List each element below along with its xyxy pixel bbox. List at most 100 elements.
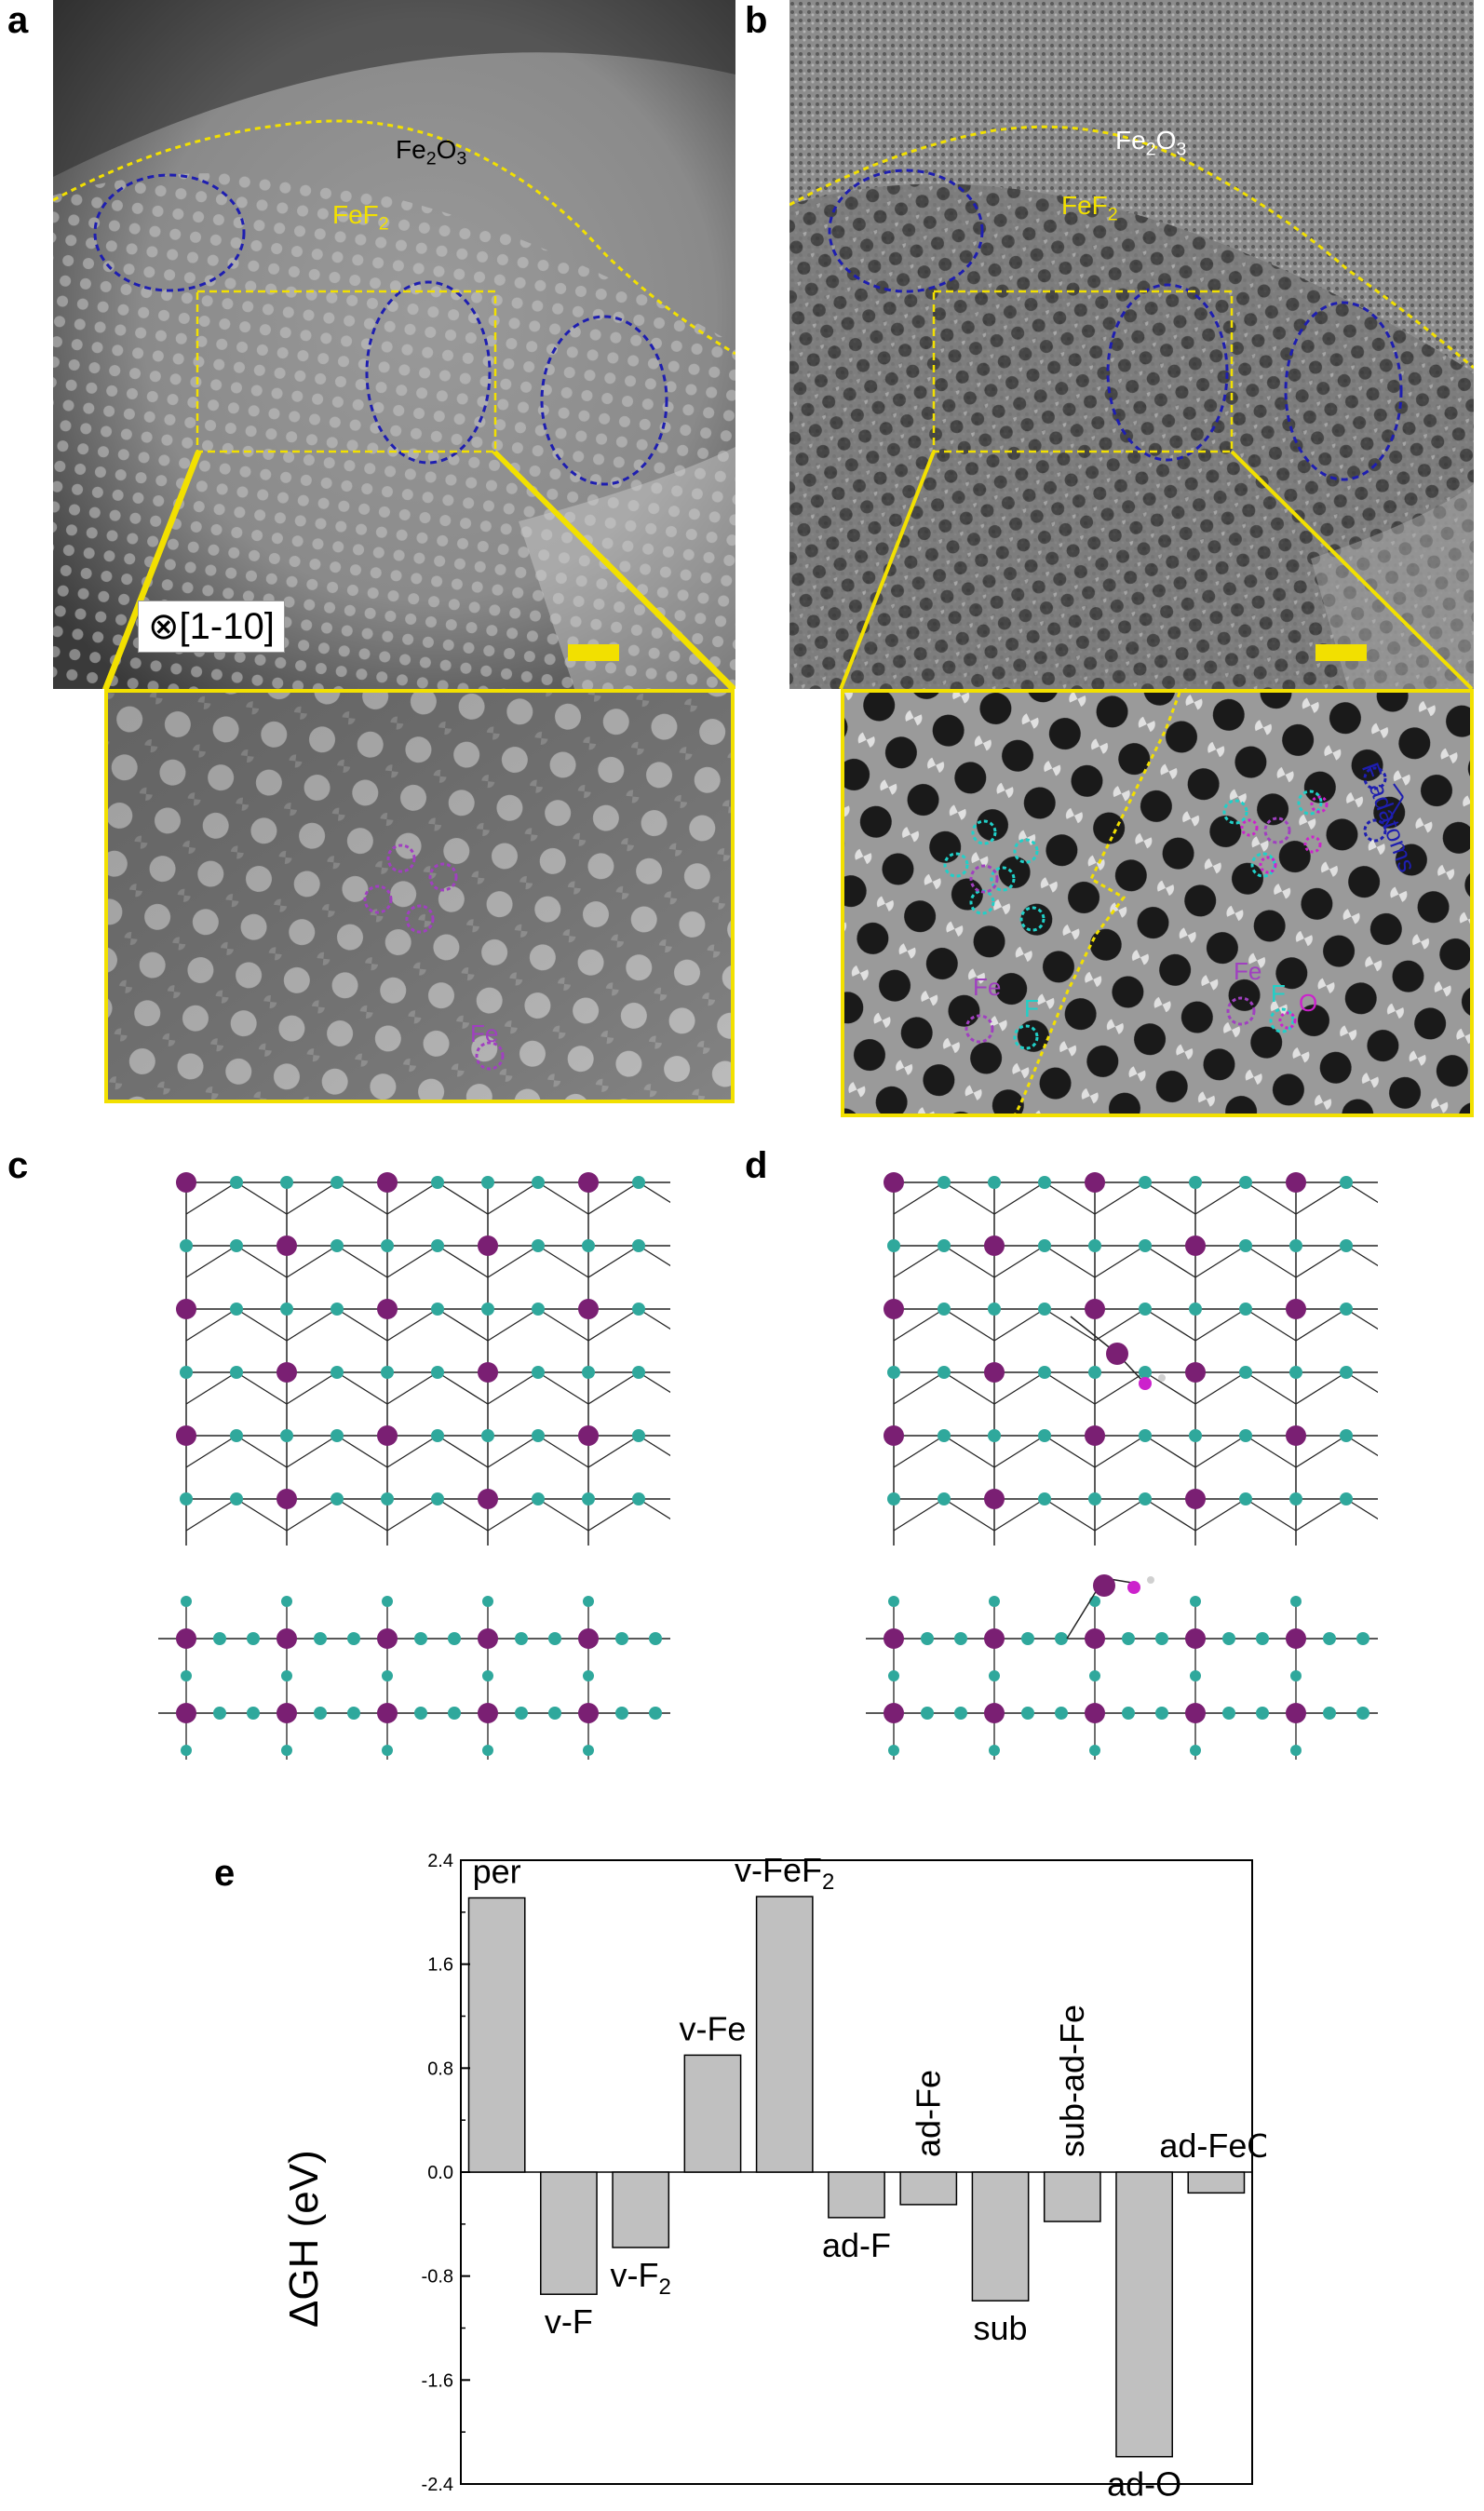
f-atom xyxy=(1222,1707,1235,1720)
f-atom xyxy=(1189,1303,1202,1316)
hrtem-micrograph-b xyxy=(789,0,1474,689)
f-atom xyxy=(1340,1429,1353,1442)
inset-b xyxy=(841,689,1474,1117)
fe-atom xyxy=(578,1299,599,1319)
f-atom xyxy=(1088,1492,1101,1505)
fe-atom xyxy=(1085,1425,1105,1446)
fe-atom xyxy=(1286,1299,1306,1319)
f-atom xyxy=(887,1239,900,1252)
f-atom xyxy=(1038,1303,1051,1316)
fe-atom xyxy=(578,1703,599,1723)
f-atom xyxy=(1122,1707,1135,1720)
inset-b-fe-label-left: Fe xyxy=(973,973,1002,1001)
f-atom xyxy=(1038,1366,1051,1379)
f-atom xyxy=(938,1303,951,1316)
bar-label-v-F2: v-F2 xyxy=(611,2256,671,2300)
f-atom xyxy=(1239,1303,1252,1316)
f-atom xyxy=(180,1239,193,1252)
f-atom xyxy=(1055,1632,1068,1645)
f-atom xyxy=(532,1429,545,1442)
panel-letter-c: c xyxy=(7,1145,29,1186)
fe-atom xyxy=(1286,1425,1306,1446)
f-atom xyxy=(954,1632,967,1645)
f-atom xyxy=(331,1366,344,1379)
fe-atom xyxy=(1085,1172,1105,1193)
f-atom xyxy=(938,1176,951,1189)
fe-atom xyxy=(1185,1235,1206,1256)
f-atom xyxy=(532,1492,545,1505)
inset-b-f-label-right: F xyxy=(1271,979,1286,1007)
f-atom xyxy=(1139,1429,1152,1442)
f-atom xyxy=(1340,1366,1353,1379)
fe-atom xyxy=(176,1628,196,1649)
fe-atom xyxy=(884,1425,904,1446)
fe-atom xyxy=(478,1235,498,1256)
f-atom xyxy=(1139,1239,1152,1252)
f-atom xyxy=(1122,1632,1135,1645)
f-atom xyxy=(582,1492,595,1505)
fe-atom xyxy=(578,1628,599,1649)
f-atom xyxy=(1038,1492,1051,1505)
fe-atom xyxy=(377,1425,398,1446)
fe-atom xyxy=(984,1703,1005,1723)
fe-atom xyxy=(884,1703,904,1723)
f-atom xyxy=(1155,1707,1168,1720)
f-atom xyxy=(532,1303,545,1316)
f-atom xyxy=(1189,1429,1202,1442)
bar-chart-e: 2.4 1.6 0.8 0.0 -0.8 -1.6 -2.4 per v-F v-F2 v-Fe v… xyxy=(422,1853,1266,2504)
f-atom xyxy=(938,1492,951,1505)
fe-atom xyxy=(1286,1703,1306,1723)
fe-atom xyxy=(277,1628,297,1649)
inset-a-fe-label: Fe xyxy=(470,1019,499,1047)
micrograph-a-overlays xyxy=(53,119,735,689)
f-atom xyxy=(1139,1176,1152,1189)
fe-atom xyxy=(277,1489,297,1509)
f-atom xyxy=(1256,1632,1269,1645)
f-atom xyxy=(1356,1707,1369,1720)
f-atom xyxy=(331,1176,344,1189)
fe-atom xyxy=(377,1299,398,1319)
f-atom xyxy=(532,1176,545,1189)
adsorbate-fe-atom xyxy=(1106,1343,1128,1365)
f-atom xyxy=(1239,1366,1252,1379)
f-atom xyxy=(887,1492,900,1505)
f-atom xyxy=(1256,1707,1269,1720)
f-atom xyxy=(431,1176,444,1189)
f-atom xyxy=(1139,1366,1152,1379)
f-atom xyxy=(1055,1707,1068,1720)
f-atom xyxy=(280,1303,293,1316)
chart-ylabel: ΔGH (eV) xyxy=(281,2150,327,2328)
f-atom xyxy=(1323,1632,1336,1645)
y-tick-label: 0.8 xyxy=(427,2059,453,2079)
f-atom xyxy=(515,1632,528,1645)
fe-atom xyxy=(984,1235,1005,1256)
fe-atom xyxy=(1085,1703,1105,1723)
fe-atom xyxy=(884,1628,904,1649)
fe-atom xyxy=(1185,1362,1206,1383)
f-atom xyxy=(988,1176,1001,1189)
f-atom xyxy=(180,1492,193,1505)
f-atom xyxy=(448,1707,461,1720)
f-atom xyxy=(1038,1429,1051,1442)
bar-v-F2 xyxy=(612,2171,670,2248)
f-atom xyxy=(314,1632,327,1645)
f-atom xyxy=(515,1707,528,1720)
bar-label-ad-Fe: ad-Fe xyxy=(909,2070,947,2157)
fe-atom xyxy=(176,1425,196,1446)
f-atom xyxy=(1021,1707,1034,1720)
micrograph-b-overlays xyxy=(789,125,1474,689)
inset-b-fe-label-right: Fe xyxy=(1234,957,1262,985)
f-atom xyxy=(1356,1632,1369,1645)
f-atom xyxy=(632,1492,645,1505)
f-atom xyxy=(548,1707,561,1720)
f-atom xyxy=(448,1632,461,1645)
f-atom xyxy=(649,1707,662,1720)
fe-atom xyxy=(1085,1299,1105,1319)
f-atom xyxy=(988,1429,1001,1442)
phase-label-fe2o3-b: Fe2O3 xyxy=(1115,126,1187,160)
bar-label-per: per xyxy=(473,1853,521,1890)
lattice-model-d-top xyxy=(884,1172,1378,1546)
fe-atom xyxy=(884,1299,904,1319)
f-atom xyxy=(331,1303,344,1316)
f-atom xyxy=(431,1303,444,1316)
